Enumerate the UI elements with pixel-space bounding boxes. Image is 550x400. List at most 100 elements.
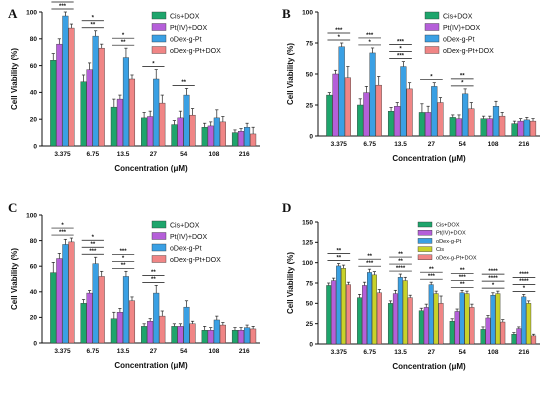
legend-label: oDex-g-Pt+DOX bbox=[443, 48, 494, 55]
x-tick-label: 108 bbox=[488, 349, 499, 356]
bar-cis-dox bbox=[141, 117, 148, 147]
bar-pt-iv-dox bbox=[392, 293, 398, 345]
bar-pt-iv-dox bbox=[237, 330, 245, 344]
legend-label: Cis+DOX bbox=[443, 14, 473, 21]
bar-odex-g-pt bbox=[459, 292, 465, 345]
bar-odex-g-pt-dox bbox=[469, 307, 475, 345]
legend-label: oDex-g-Pt bbox=[170, 37, 202, 44]
bar-odex-g-pt-dox bbox=[375, 84, 382, 137]
y-axis-label: Cell Viability (%) bbox=[286, 252, 295, 314]
significance-label: **** bbox=[396, 266, 406, 272]
bar-pt-iv-dox bbox=[177, 117, 184, 147]
significance-label: *** bbox=[120, 249, 128, 255]
significance-label: ** bbox=[151, 277, 156, 283]
bar-pt-iv-dox bbox=[207, 330, 214, 344]
x-tick-label: 27 bbox=[428, 141, 436, 148]
y-tick-label: 60 bbox=[30, 63, 38, 70]
legend: Cis+DOX Pt(IV)+DOX oDex-g-Pt oDex-g-Pt+DOX bbox=[151, 11, 221, 55]
bar-odex-g-pt bbox=[338, 46, 345, 137]
significance-label: * bbox=[368, 40, 371, 46]
x-tick-label: 54 bbox=[180, 348, 188, 355]
legend-label: oDex-g-Pt bbox=[436, 239, 462, 245]
x-tick-label: 3.375 bbox=[54, 348, 71, 355]
y-tick-label: 50 bbox=[306, 301, 314, 308]
legend-swatch bbox=[424, 34, 440, 43]
bar-cis-dox bbox=[201, 127, 208, 147]
legend-label: oDex-g-Pt+DOX bbox=[170, 257, 221, 264]
chart-panel-C: C 0 20 40 60 80 100 Cell Viability (%) 3.375 6.75… bbox=[8, 200, 260, 370]
bar-pt-iv-dox bbox=[486, 118, 493, 137]
bar-cis-dox bbox=[387, 110, 395, 137]
legend: Cis+DOX Pt(IV)+DOX oDex-g-Pt Cis oDex-g-Pt+D… bbox=[417, 221, 477, 261]
x-tick-label: 216 bbox=[239, 348, 250, 355]
significance-label: ** bbox=[460, 268, 465, 274]
bar-cis bbox=[402, 280, 408, 345]
x-axis-label: Concentration (μM) bbox=[392, 154, 466, 163]
legend: Cis+DOX Pt(IV)+DOX oDex-g-Pt oDex-g-Pt+DOX bbox=[424, 11, 494, 55]
bar-odex-g-pt-dox bbox=[128, 78, 136, 147]
bar-odex-g-pt-dox bbox=[499, 115, 506, 137]
significance-label: * bbox=[92, 235, 95, 241]
significance-label: **** bbox=[519, 279, 529, 285]
y-tick-label: 50 bbox=[306, 71, 314, 78]
bar-pt-iv-dox bbox=[177, 326, 184, 344]
x-tick-label: 216 bbox=[239, 151, 250, 158]
significance-label: ** bbox=[90, 23, 95, 29]
x-tick-label: 54 bbox=[459, 141, 467, 148]
bar-cis bbox=[495, 293, 501, 345]
significance-label: ** bbox=[181, 80, 186, 86]
y-tick-label: 75 bbox=[306, 280, 314, 287]
bar-odex-g-pt bbox=[336, 265, 342, 345]
significance-label: * bbox=[399, 46, 402, 52]
significance-label: ** bbox=[460, 282, 465, 288]
bar-odex-g-pt bbox=[213, 319, 220, 344]
legend-swatch bbox=[151, 11, 167, 20]
significance-label: * bbox=[461, 81, 464, 87]
bar-cis-dox bbox=[511, 334, 517, 345]
legend-swatch bbox=[424, 46, 440, 54]
bar-pt-iv-dox bbox=[455, 118, 463, 137]
y-tick-label: 40 bbox=[30, 90, 38, 97]
bar-odex-g-pt bbox=[462, 93, 469, 137]
bar-odex-g-pt-dox bbox=[346, 284, 351, 345]
bar-odex-g-pt-dox bbox=[189, 114, 196, 147]
bar-pt-iv-dox bbox=[485, 317, 491, 345]
y-tick-label: 125 bbox=[302, 240, 313, 247]
bar-cis-dox bbox=[480, 118, 487, 137]
significance-label: ** bbox=[121, 263, 126, 269]
bar-pt-iv-dox bbox=[147, 321, 154, 344]
bar-pt-iv-dox bbox=[331, 280, 337, 345]
bar-cis-dox bbox=[171, 124, 178, 147]
y-tick-label: 25 bbox=[306, 102, 314, 109]
legend-swatch bbox=[417, 254, 433, 261]
legend-swatch bbox=[417, 246, 433, 252]
panel-letter: B bbox=[282, 6, 291, 21]
panel-letter: C bbox=[8, 200, 17, 215]
bar-pt-iv-dox bbox=[147, 116, 154, 147]
y-tick-label: 80 bbox=[30, 238, 38, 245]
x-tick-label: 13.5 bbox=[117, 151, 130, 158]
significance-label: ** bbox=[90, 242, 95, 248]
x-tick-label: 3.375 bbox=[331, 141, 348, 148]
bar-odex-g-pt-dox bbox=[219, 324, 226, 344]
bar-odex-g-pt-dox bbox=[250, 133, 257, 147]
legend-swatch bbox=[424, 23, 440, 31]
significance-label: * bbox=[338, 35, 341, 41]
significance-label: *** bbox=[89, 249, 97, 255]
x-tick-label: 108 bbox=[488, 141, 499, 148]
bar-cis-dox bbox=[387, 303, 393, 345]
significance-label: *** bbox=[366, 33, 374, 39]
legend-label: Pt(IV)+DOX bbox=[170, 234, 207, 241]
significance-label: ** bbox=[398, 252, 403, 258]
bar-pt-iv-dox bbox=[394, 106, 401, 137]
bar-odex-g-pt bbox=[153, 78, 160, 147]
bar-cis-dox bbox=[80, 303, 87, 344]
legend-label: oDex-g-Pt+DOX bbox=[436, 255, 477, 261]
bar-odex-g-pt bbox=[400, 66, 407, 137]
significance-label: *** bbox=[59, 4, 67, 10]
bar-odex-g-pt bbox=[92, 35, 99, 147]
significance-label: **** bbox=[488, 276, 498, 282]
bar-cis-dox bbox=[480, 329, 486, 345]
significance-label: ** bbox=[460, 74, 465, 80]
bar-cis bbox=[464, 293, 470, 345]
